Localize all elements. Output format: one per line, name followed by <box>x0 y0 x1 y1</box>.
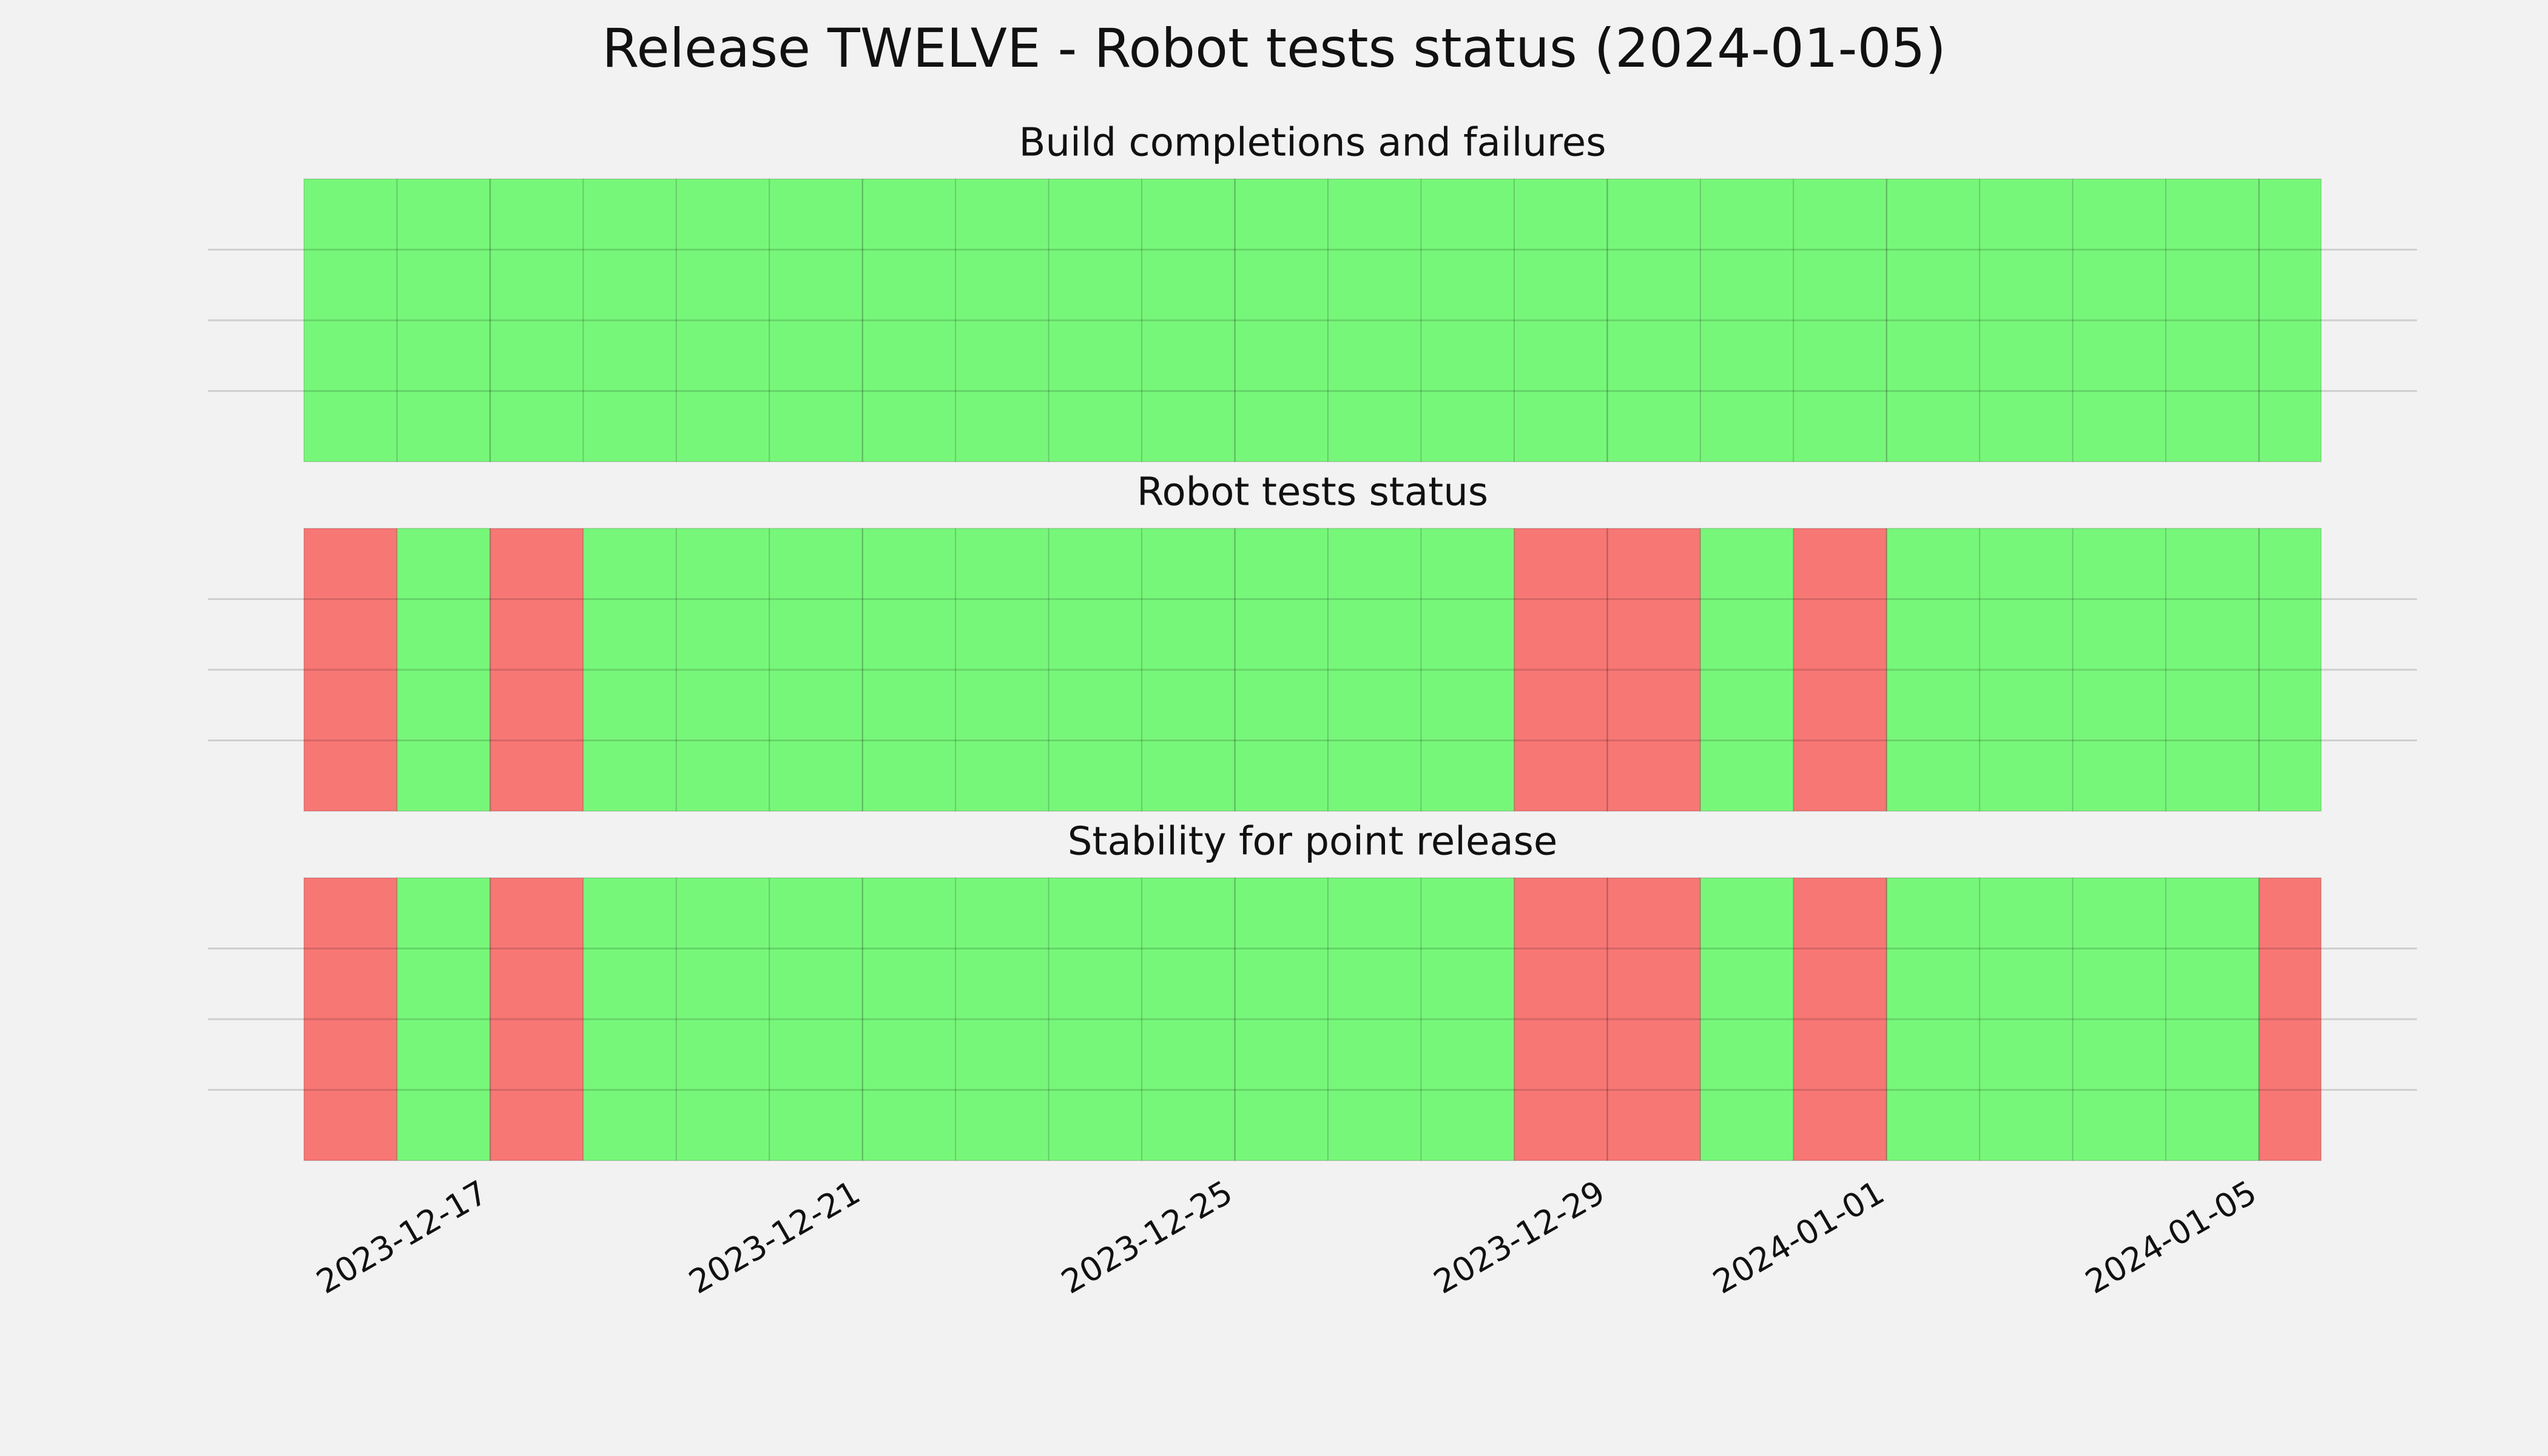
status-bar <box>2258 528 2322 812</box>
status-bar <box>1606 877 1701 1161</box>
status-bar <box>769 178 863 462</box>
status-bar <box>955 178 1050 462</box>
status-bar <box>1886 528 1981 812</box>
x-tick-label: 2024-01-01 <box>1707 1173 1890 1301</box>
x-tick-label: 2023-12-21 <box>682 1173 866 1301</box>
status-bar <box>489 528 584 812</box>
status-bar <box>675 178 770 462</box>
status-bar <box>861 178 957 462</box>
status-bar <box>1699 178 1795 462</box>
status-bar <box>1699 877 1795 1161</box>
status-bar <box>1048 178 1143 462</box>
status-bar <box>861 877 957 1161</box>
status-bar <box>303 528 398 812</box>
status-bar <box>2165 877 2260 1161</box>
status-bar <box>303 877 398 1161</box>
status-bar <box>1327 528 1422 812</box>
status-bar <box>1234 877 1329 1161</box>
x-tick-label: 2023-12-17 <box>310 1173 494 1301</box>
status-bar <box>1420 877 1515 1161</box>
status-bar <box>489 877 584 1161</box>
status-bar <box>1793 528 1887 812</box>
status-bar <box>1979 877 2074 1161</box>
status-bar <box>1327 877 1422 1161</box>
status-bar <box>955 528 1050 812</box>
status-bar <box>2258 877 2322 1161</box>
status-bar <box>2165 178 2260 462</box>
status-bar <box>303 178 398 462</box>
status-bar <box>1420 178 1515 462</box>
status-bar <box>1141 178 1236 462</box>
status-bar <box>769 528 863 812</box>
status-bar <box>2072 178 2167 462</box>
status-bar <box>1048 528 1143 812</box>
panel-title: Stability for point release <box>1068 820 1558 864</box>
status-bar <box>1606 528 1701 812</box>
status-bar <box>1514 178 1608 462</box>
status-bar <box>955 877 1050 1161</box>
status-bar <box>396 178 491 462</box>
status-bar <box>582 178 677 462</box>
x-tick-label: 2023-12-25 <box>1055 1173 1239 1301</box>
status-bar <box>2072 528 2167 812</box>
status-bar <box>1234 528 1329 812</box>
status-bar <box>675 877 770 1161</box>
status-bar <box>1886 877 1981 1161</box>
status-bar <box>1514 877 1608 1161</box>
status-bar <box>2258 178 2322 462</box>
status-bar <box>1699 528 1795 812</box>
chart-title: Release TWELVE - Robot tests status (202… <box>602 17 1946 79</box>
panel-title: Build completions and failures <box>1019 121 1606 166</box>
status-bar <box>396 877 491 1161</box>
status-bar <box>582 877 677 1161</box>
status-bar <box>675 528 770 812</box>
panel-title: Robot tests status <box>1137 470 1488 515</box>
x-tick-label: 2023-12-29 <box>1427 1173 1611 1301</box>
status-bar <box>396 528 491 812</box>
status-bar <box>489 178 584 462</box>
status-bar <box>1420 528 1515 812</box>
status-bar <box>1514 528 1608 812</box>
status-bar <box>1606 178 1701 462</box>
x-tick-label: 2024-01-05 <box>2079 1173 2263 1301</box>
status-bar <box>1886 178 1981 462</box>
status-bar <box>582 528 677 812</box>
status-bar <box>1327 178 1422 462</box>
status-bar <box>1793 178 1887 462</box>
status-bar <box>1141 528 1236 812</box>
status-bar <box>769 877 863 1161</box>
status-bar <box>1793 877 1887 1161</box>
status-bar <box>1979 178 2074 462</box>
status-bar <box>1979 528 2074 812</box>
status-bar <box>2165 528 2260 812</box>
status-bar <box>2072 877 2167 1161</box>
